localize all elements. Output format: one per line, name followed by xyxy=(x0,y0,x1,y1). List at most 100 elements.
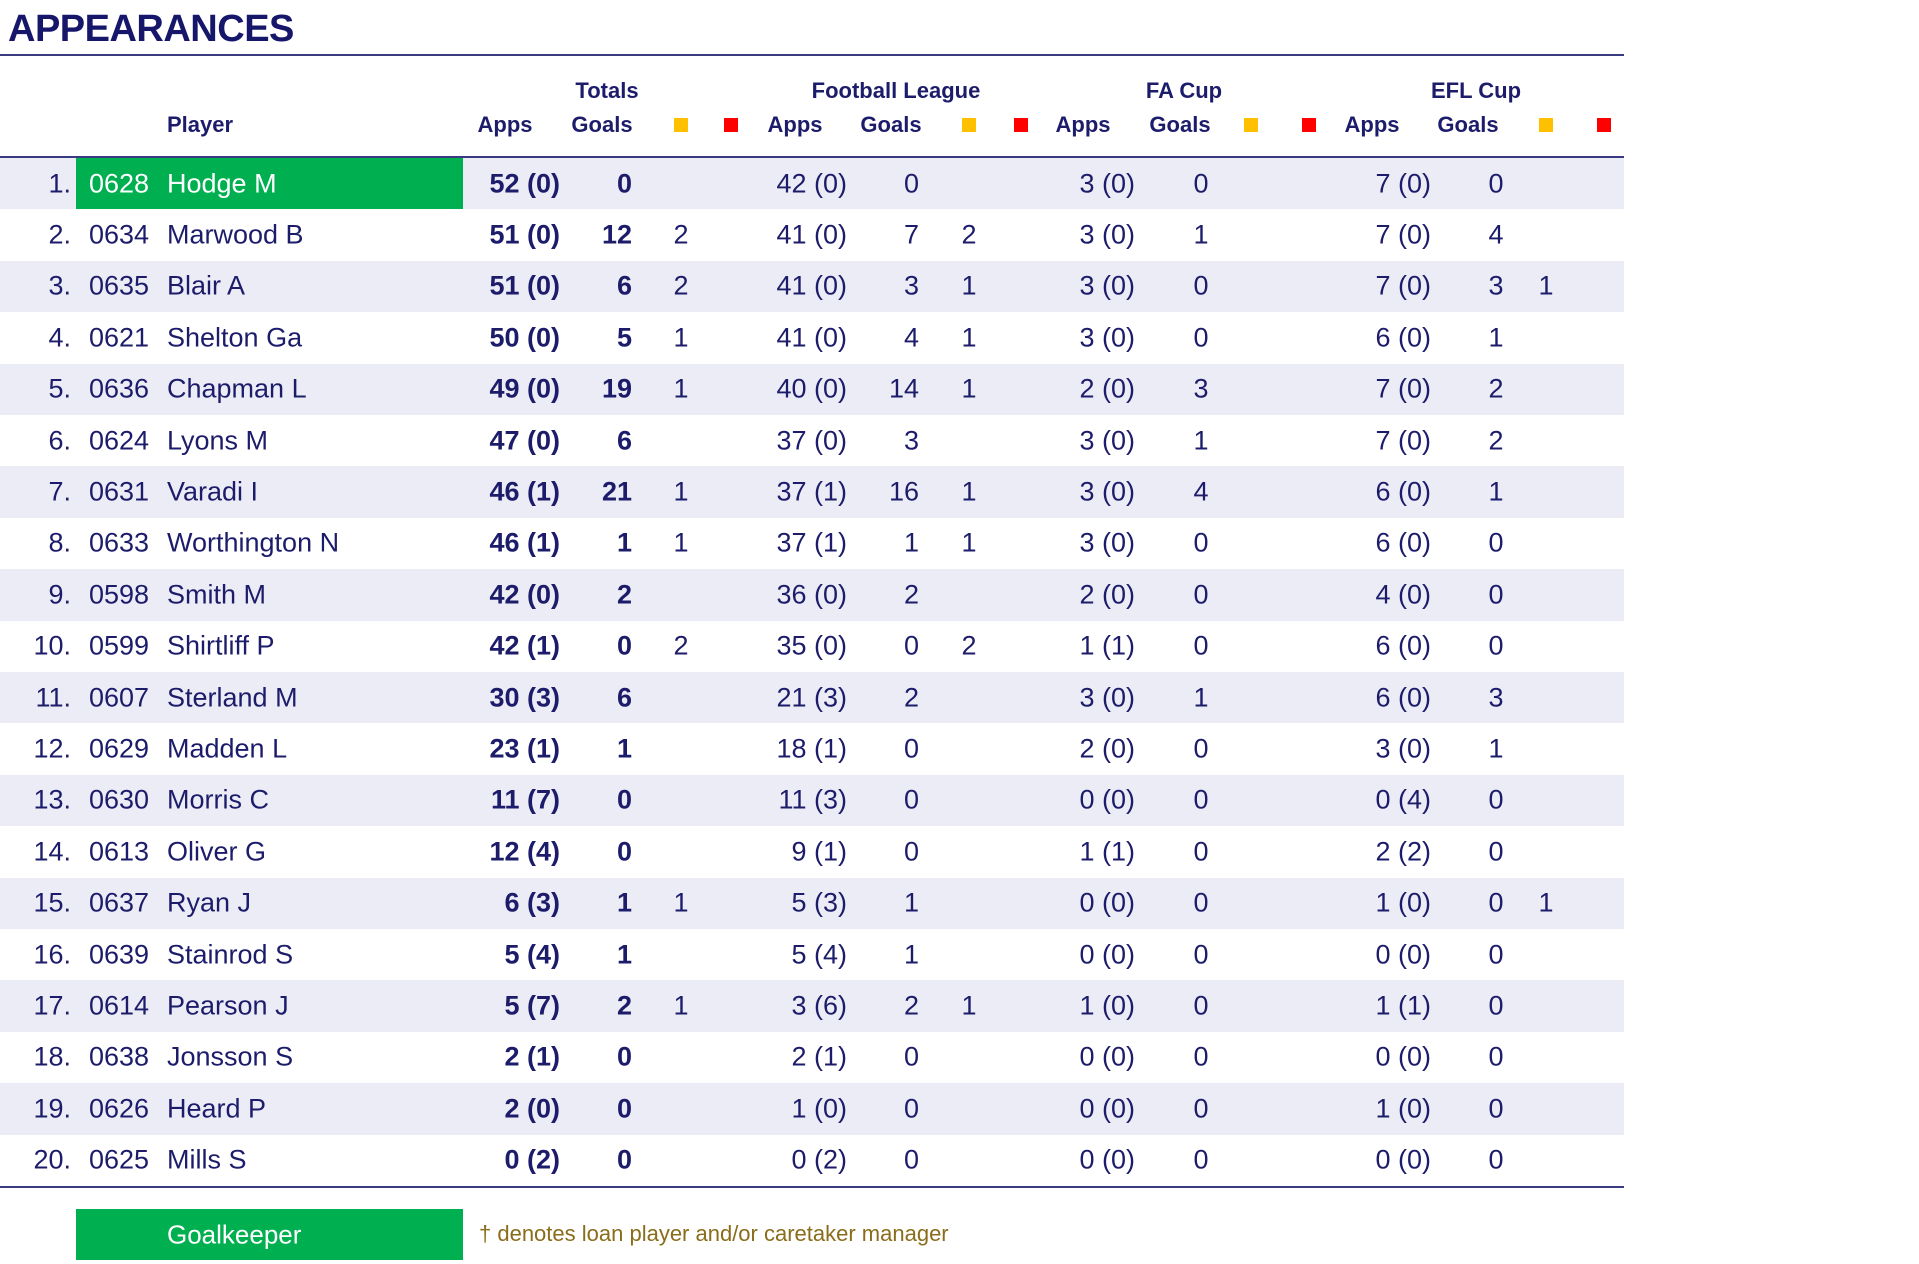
football-league-goals: 1 xyxy=(903,887,919,918)
player-name: Madden L xyxy=(167,733,288,764)
efl-cup-apps: 6 (0) xyxy=(1375,476,1431,507)
table-row: 16. 0639 Stainrod S 5 (4) 1 5 (4) 1 0 (0) 0 0 (0)… xyxy=(0,929,1624,980)
fa-cup-apps: 3 (0) xyxy=(1079,322,1135,353)
totals-apps: 30 (3) xyxy=(489,682,560,713)
rank: 7. xyxy=(48,476,71,507)
player-name: Jonsson S xyxy=(167,1041,294,1072)
football-league-yellow-cards: 1 xyxy=(961,373,977,404)
efl-cup-goals: 0 xyxy=(1488,1093,1504,1124)
efl-cup-apps: 1 (0) xyxy=(1375,1093,1431,1124)
table-row: 3. 0635 Blair A 51 (0) 6 2 41 (0) 3 1 3 (0) 0 7 (0)… xyxy=(0,260,1624,313)
totals-apps: 52 (0) xyxy=(489,168,560,199)
player-name: Lyons M xyxy=(167,425,269,456)
fa-cup-apps: 1 (0) xyxy=(1079,990,1135,1021)
efl-cup-apps: 4 (0) xyxy=(1375,579,1431,610)
rank: 10. xyxy=(33,630,71,661)
totals-goals: 12 xyxy=(601,219,632,250)
football-league-apps: 2 (1) xyxy=(791,1041,847,1072)
totals-apps: 6 (3) xyxy=(504,887,560,918)
efl-cup-apps: 1 (1) xyxy=(1375,990,1431,1021)
fa-cup-goals: 0 xyxy=(1193,887,1209,918)
efl-cup-group-header: EFL Cup xyxy=(1430,78,1522,103)
fa-cup-apps: 2 (0) xyxy=(1079,579,1135,610)
red-card-icon xyxy=(1597,118,1611,132)
football-league-goals: 3 xyxy=(903,425,919,456)
squad-number: 0613 xyxy=(89,836,150,867)
rank: 14. xyxy=(33,836,71,867)
football-league-goals: 0 xyxy=(903,630,919,661)
player-name: Mills S xyxy=(167,1144,247,1175)
football-league-goals: 0 xyxy=(903,1144,919,1175)
player-name: Blair A xyxy=(167,270,246,301)
totals-apps: 11 (7) xyxy=(490,784,560,815)
totals-apps: 2 (0) xyxy=(504,1093,560,1124)
totals-goals: 0 xyxy=(616,1041,632,1072)
player-name: Marwood B xyxy=(167,219,304,250)
football-league-apps: 3 (6) xyxy=(791,990,847,1021)
football-league-apps-header: Apps xyxy=(767,112,823,137)
totals-goals: 1 xyxy=(616,733,632,764)
squad-number: 0607 xyxy=(89,682,150,713)
football-league-apps: 35 (0) xyxy=(776,630,847,661)
squad-number: 0631 xyxy=(89,476,150,507)
football-league-apps: 5 (3) xyxy=(791,887,847,918)
efl-cup-apps: 6 (0) xyxy=(1375,630,1431,661)
football-league-apps: 41 (0) xyxy=(776,270,847,301)
fa-cup-goals: 1 xyxy=(1193,682,1209,713)
efl-cup-apps: 7 (0) xyxy=(1375,168,1431,199)
totals-yellow-cards: 2 xyxy=(673,270,689,301)
football-league-apps: 0 (2) xyxy=(791,1144,847,1175)
squad-number: 0598 xyxy=(89,579,150,610)
football-league-goals: 2 xyxy=(903,682,919,713)
efl-cup-apps: 0 (0) xyxy=(1375,1144,1431,1175)
totals-goals: 6 xyxy=(616,270,632,301)
table-row: 8. 0633 Worthington N 46 (1) 1 1 37 (1) 1 1 3 (0)… xyxy=(0,518,1624,569)
rank: 5. xyxy=(48,373,71,404)
player-name: Chapman L xyxy=(167,373,307,404)
squad-number: 0599 xyxy=(89,630,150,661)
efl-cup-apps: 7 (0) xyxy=(1375,425,1431,456)
fa-cup-apps: 3 (0) xyxy=(1079,219,1135,250)
totals-apps: 49 (0) xyxy=(489,373,560,404)
totals-apps: 51 (0) xyxy=(489,270,560,301)
totals-apps: 12 (4) xyxy=(489,836,560,867)
efl-cup-goals: 1 xyxy=(1488,733,1504,764)
totals-apps: 46 (1) xyxy=(489,527,560,558)
totals-apps: 42 (1) xyxy=(489,630,560,661)
football-league-yellow-cards: 1 xyxy=(961,990,977,1021)
fa-cup-apps: 3 (0) xyxy=(1079,682,1135,713)
efl-cup-goals: 2 xyxy=(1488,373,1504,404)
player-name: Heard P xyxy=(167,1093,267,1124)
squad-number: 0633 xyxy=(89,527,150,558)
totals-apps: 51 (0) xyxy=(489,219,560,250)
fa-cup-apps: 0 (0) xyxy=(1079,887,1135,918)
efl-cup-apps: 1 (0) xyxy=(1375,887,1431,918)
efl-cup-goals: 0 xyxy=(1488,1144,1504,1175)
squad-number: 0635 xyxy=(89,270,150,301)
football-league-goals: 1 xyxy=(903,939,919,970)
football-league-apps: 41 (0) xyxy=(776,219,847,250)
totals-yellow-cards: 2 xyxy=(673,630,689,661)
player-name: Worthington N xyxy=(167,527,340,558)
totals-goals: 1 xyxy=(616,887,632,918)
efl-cup-goals: 0 xyxy=(1488,579,1504,610)
football-league-apps: 40 (0) xyxy=(776,373,847,404)
fa-cup-goals: 0 xyxy=(1193,579,1209,610)
football-league-goals: 2 xyxy=(903,579,919,610)
rank: 8. xyxy=(48,527,71,558)
fa-cup-apps: 3 (0) xyxy=(1079,168,1135,199)
table-row: 15. 0637 Ryan J 6 (3) 1 1 5 (3) 1 0 (0) 0 1 (0) 0 1 xyxy=(0,877,1624,929)
fa-cup-apps: 2 (0) xyxy=(1079,733,1135,764)
fa-cup-goals: 0 xyxy=(1193,168,1209,199)
fa-cup-goals: 0 xyxy=(1193,836,1209,867)
football-league-goals: 14 xyxy=(888,373,919,404)
football-league-goals: 0 xyxy=(903,784,919,815)
table-row: 17. 0614 Pearson J 5 (7) 2 1 3 (6) 2 1 1 (0) 0 1 (1… xyxy=(0,980,1624,1032)
totals-yellow-cards: 1 xyxy=(673,322,689,353)
totals-goals: 2 xyxy=(616,990,632,1021)
fa-cup-apps: 3 (0) xyxy=(1079,527,1135,558)
player-name: Sterland M xyxy=(167,682,298,713)
fa-cup-apps: 3 (0) xyxy=(1079,270,1135,301)
efl-cup-apps: 7 (0) xyxy=(1375,219,1431,250)
efl-cup-goals: 0 xyxy=(1488,527,1504,558)
